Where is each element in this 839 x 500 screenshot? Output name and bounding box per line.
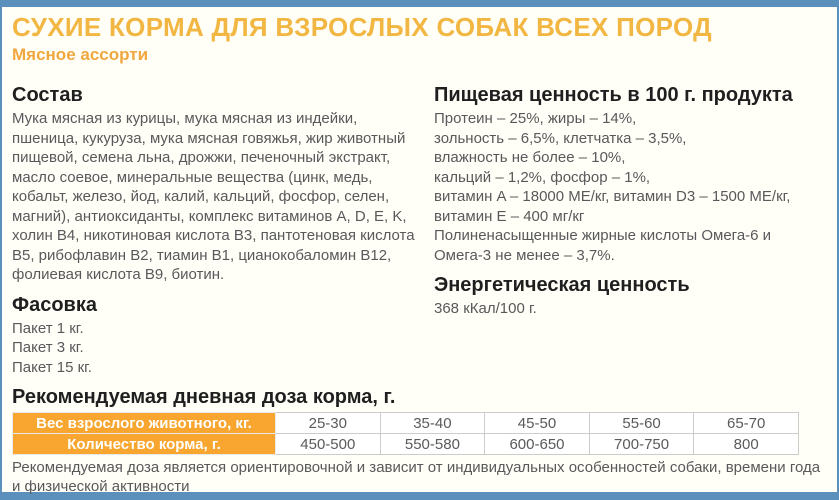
nutrition-line: витамин E – 400 мг/кг	[434, 207, 585, 225]
nutrition-line: Полиненасыщенные жирные кислоты Омега-6 …	[434, 227, 772, 264]
packaging-list: Пакет 1 кг. Пакет 3 кг. Пакет 15 кг.	[12, 319, 422, 378]
product-flavor-subtitle: Мясное ассорти	[12, 44, 149, 64]
row-label-amount: Количество корма, г.	[12, 433, 276, 456]
product-info-page: СУХИЕ КОРМА ДЛЯ ВЗРОСЛЫХ СОБАК ВСЕХ ПОРО…	[2, 12, 837, 497]
table-cell-weight: 45-50	[484, 412, 590, 435]
page-title: СУХИЕ КОРМА ДЛЯ ВЗРОСЛЫХ СОБАК ВСЕХ ПОРО…	[12, 12, 712, 42]
nutrition-line: витамин A – 18000 МЕ/кг, витамин D3 – 15…	[434, 188, 791, 206]
dose-table-heading: Рекомендуемая дневная доза корма, г.	[12, 386, 396, 409]
nutrition-list: Протеин – 25%, жиры – 14%, зольность – 6…	[434, 109, 827, 265]
right-column: Пищевая ценность в 100 г. продукта Проте…	[434, 75, 827, 319]
nutrition-line: влажность не более – 10%,	[434, 149, 626, 167]
energy-heading: Энергетическая ценность	[434, 274, 690, 297]
packaging-item: Пакет 1 кг.	[12, 319, 84, 337]
dose-table: Вес взрослого животного, кг. 25-30 35-40…	[12, 412, 799, 456]
dose-footnote: Рекомендуемая доза является ориентировоч…	[12, 459, 821, 496]
table-row-weight: Вес взрослого животного, кг. 25-30 35-40…	[12, 412, 799, 435]
left-column: Состав Мука мясная из курицы, мука мясна…	[12, 75, 434, 377]
composition-text: Мука мясная из курицы, мука мясная из ин…	[12, 110, 415, 284]
energy-value: 368 кКал/100 г.	[434, 300, 537, 318]
table-cell-weight: 65-70	[693, 412, 799, 435]
content-columns: Состав Мука мясная из курицы, мука мясна…	[12, 75, 827, 377]
row-label-weight: Вес взрослого животного, кг.	[12, 412, 276, 435]
composition-heading: Состав	[12, 84, 83, 107]
table-cell-amount: 450-500	[275, 433, 381, 456]
table-cell-amount: 700-750	[588, 433, 695, 456]
packaging-item: Пакет 15 кг.	[12, 358, 92, 376]
table-cell-amount: 800	[693, 433, 799, 456]
table-row-amount: Количество корма, г. 450-500 550-580 600…	[12, 433, 799, 456]
nutrition-line: Протеин – 25%, жиры – 14%,	[434, 110, 637, 128]
table-cell-weight: 25-30	[275, 412, 381, 435]
nutrition-line: зольность – 6,5%, клетчатка – 3,5%,	[434, 129, 687, 147]
table-cell-weight: 35-40	[379, 412, 486, 435]
table-cell-amount: 550-580	[379, 433, 486, 456]
nutrition-line: кальций – 1,2%, фосфор – 1%,	[434, 168, 651, 186]
table-cell-amount: 600-650	[484, 433, 590, 456]
nutrition-heading: Пищевая ценность в 100 г. продукта	[434, 84, 793, 107]
packaging-heading: Фасовка	[12, 293, 97, 316]
table-cell-weight: 55-60	[588, 412, 695, 435]
packaging-item: Пакет 3 кг.	[12, 339, 84, 357]
